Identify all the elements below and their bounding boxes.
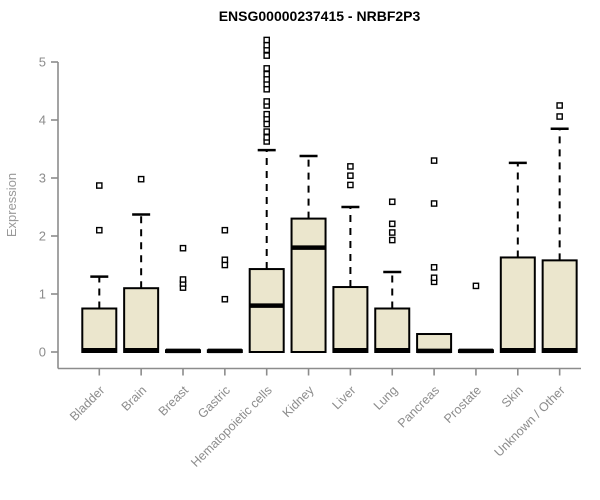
outlier-point <box>556 102 563 109</box>
x-tick-label-unknown-other: Unknown / Other <box>492 383 568 459</box>
outlier-point <box>221 261 229 269</box>
outlier-point <box>347 163 354 170</box>
box-brain <box>123 175 160 354</box>
y-tick-label: 3 <box>39 171 46 186</box>
x-tick-label-hematopoietic-cells: Hematopoietic cells <box>188 383 275 470</box>
chart-title: ENSG00000237415 - NRBF2P3 <box>218 8 421 24</box>
outlier-point <box>263 76 271 83</box>
outlier-point <box>388 236 396 244</box>
box-lung <box>374 198 411 353</box>
outlier-point <box>263 120 271 128</box>
x-tick-label-breast: Breast <box>156 383 192 419</box>
iqr-box <box>290 217 327 353</box>
iqr-box <box>499 256 536 353</box>
outlier-point <box>221 226 229 234</box>
outlier-point <box>347 181 354 189</box>
outlier-point <box>430 264 438 271</box>
outlier-point <box>430 274 438 282</box>
x-tick-label-liver: Liver <box>329 383 358 412</box>
outlier-point <box>263 70 271 78</box>
outlier-point <box>95 226 103 234</box>
outlier-point <box>472 282 480 290</box>
x-tick-label-lung: Lung <box>371 383 401 413</box>
box-prostate <box>457 282 494 354</box>
iqr-box <box>248 268 285 353</box>
x-tick-label-brain: Brain <box>119 383 150 414</box>
outlier-point <box>388 198 396 206</box>
y-tick-label: 2 <box>39 229 46 244</box>
box-unknown-other <box>541 102 578 353</box>
iqr-box <box>541 259 578 353</box>
outlier-point <box>137 175 145 183</box>
outlier-point <box>263 110 271 118</box>
iqr-box <box>332 286 369 354</box>
outlier-point <box>179 244 187 252</box>
box-kidney <box>290 154 327 353</box>
iqr-box <box>81 307 118 353</box>
outlier-point <box>388 229 396 236</box>
box-gastric <box>206 226 243 354</box>
outlier-point <box>388 220 396 228</box>
outlier-point <box>263 98 271 105</box>
y-tick-label: 5 <box>39 55 46 70</box>
outlier-point <box>263 41 271 49</box>
y-tick-label: 0 <box>39 345 46 360</box>
y-tick-label: 4 <box>39 113 46 128</box>
outlier-point <box>263 128 271 135</box>
outlier-point <box>221 256 229 264</box>
outlier-point <box>263 134 271 141</box>
outlier-point <box>179 276 187 283</box>
x-tick-label-pancreas: Pancreas <box>395 383 442 430</box>
x-tick-label-prostate: Prostate <box>441 383 484 426</box>
outlier-point <box>556 113 563 120</box>
outlier-point <box>347 172 354 179</box>
y-axis-label: Expression <box>4 173 19 237</box>
y-tick-label: 1 <box>39 287 46 302</box>
outlier-point <box>95 182 103 189</box>
box-pancreas <box>416 157 453 354</box>
x-tick-label-bladder: Bladder <box>67 383 107 423</box>
outlier-point <box>430 157 438 164</box>
x-tick-label-gastric: Gastric <box>195 383 233 421</box>
box-breast <box>165 244 201 354</box>
outlier-point <box>263 65 271 72</box>
outlier-point <box>263 85 271 93</box>
iqr-box <box>374 307 411 353</box>
box-bladder <box>81 182 118 353</box>
x-tick-label-kidney: Kidney <box>280 383 317 420</box>
outlier-point <box>430 200 438 207</box>
outlier-point <box>221 295 229 303</box>
iqr-box <box>123 287 160 354</box>
outlier-point <box>263 36 271 44</box>
box-liver <box>332 163 369 354</box>
box-hematopoietic-cells <box>248 36 285 353</box>
box-skin <box>499 161 536 353</box>
x-tick-label-skin: Skin <box>499 383 526 410</box>
outlier-point <box>263 52 271 59</box>
